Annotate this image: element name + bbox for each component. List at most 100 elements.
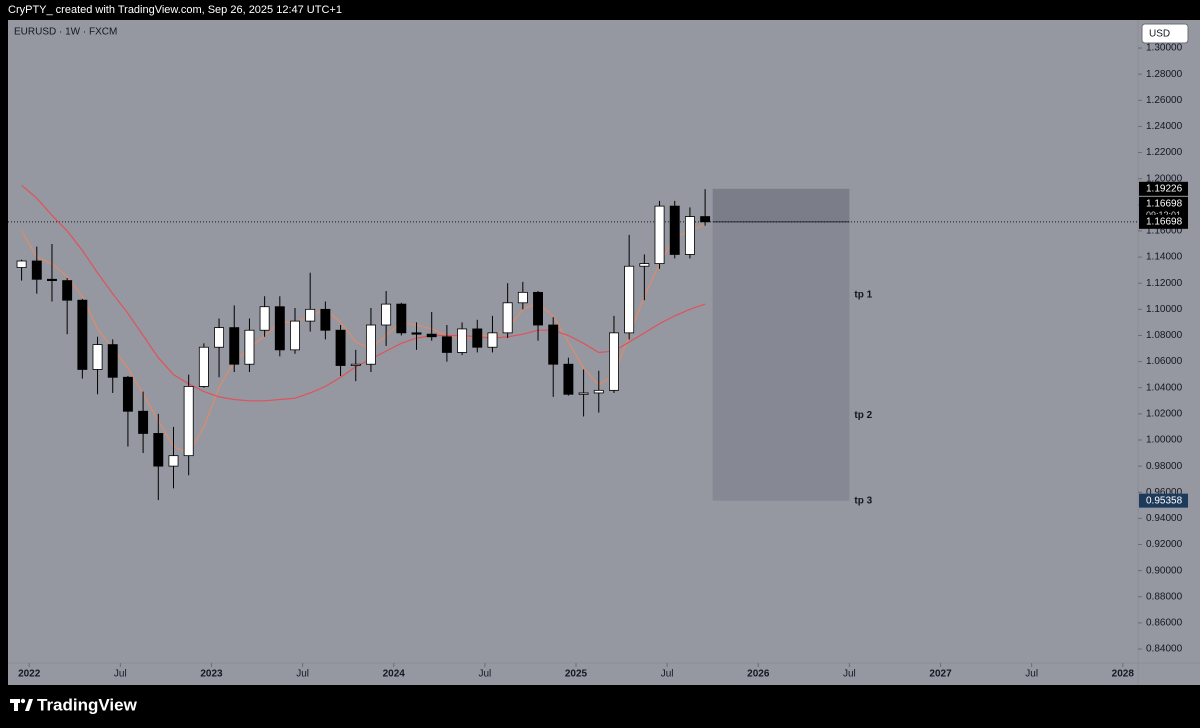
stop-price-label: 1.19226 <box>1146 183 1183 194</box>
moving-average <box>21 184 706 402</box>
candle-body <box>259 306 270 331</box>
candle-body <box>16 260 27 268</box>
candle-body <box>593 389 604 394</box>
moving-average <box>21 223 706 454</box>
x-tick-label: Jul <box>843 669 856 680</box>
candle-body <box>669 205 680 255</box>
candle-body <box>47 278 57 281</box>
x-tick-label: Jul <box>661 669 674 680</box>
candle-body <box>31 260 42 280</box>
candle-body <box>214 327 225 348</box>
candle-body <box>92 344 103 370</box>
candle-body <box>122 376 133 412</box>
candle-body <box>609 332 619 391</box>
y-tick-label: 1.26000 <box>1146 95 1183 106</box>
candle-body <box>62 280 73 301</box>
tradingview-logo <box>10 698 33 711</box>
y-tick-label: 1.14000 <box>1146 252 1183 263</box>
y-tick-label: 0.90000 <box>1146 565 1183 576</box>
target-price-label: 0.95358 <box>1146 495 1183 506</box>
candle-body <box>441 336 452 353</box>
symbol-title: EURUSD · 1W · FXCM <box>14 27 117 38</box>
candle-body <box>396 303 407 334</box>
y-tick-label: 1.02000 <box>1146 408 1183 419</box>
logo-part <box>14 699 18 711</box>
candle-body <box>654 205 665 265</box>
stop-zone <box>712 188 850 222</box>
plot-area <box>8 184 1138 501</box>
logo-part <box>20 698 26 704</box>
y-tick-label: 0.98000 <box>1146 461 1183 472</box>
candle-body <box>244 329 255 365</box>
logo-part <box>25 699 33 711</box>
y-tick-label: 1.16000 <box>1146 226 1183 237</box>
x-tick-label: Jul <box>114 669 127 680</box>
candle-body <box>548 324 559 365</box>
candle-body <box>320 308 331 331</box>
candle-body <box>305 308 316 322</box>
y-tick-label: 1.22000 <box>1146 147 1183 158</box>
x-tick-label: Jul <box>1025 669 1038 680</box>
candle-body <box>77 299 88 370</box>
y-tick-label: 1.24000 <box>1146 121 1183 132</box>
candle-body <box>411 332 422 335</box>
x-tick-label: 2023 <box>200 669 223 680</box>
candle-body <box>198 346 209 387</box>
last-price-label: 1.16698 <box>1146 198 1183 209</box>
x-tick-label: 2027 <box>929 669 952 680</box>
candle-body <box>457 328 468 353</box>
candle-body <box>138 410 149 434</box>
candle-body <box>274 306 285 351</box>
candle-body <box>381 303 392 326</box>
y-tick-label: 1.10000 <box>1146 304 1183 315</box>
y-tick-label: 0.88000 <box>1146 591 1183 602</box>
candle-body <box>290 320 300 351</box>
candle-body <box>624 265 635 334</box>
x-tick-label: 2028 <box>1112 669 1135 680</box>
target-price-label-bg <box>1139 493 1188 508</box>
y-tick-label: 0.94000 <box>1146 513 1183 524</box>
stop-price-label-bg <box>1139 181 1188 196</box>
y-tick-label: 1.04000 <box>1146 382 1183 393</box>
y-tick-label: 1.06000 <box>1146 356 1183 367</box>
target-zone <box>712 221 850 501</box>
x-tick-label: Jul <box>296 669 309 680</box>
candle-body <box>168 455 179 467</box>
candle-body <box>153 433 164 467</box>
y-tick-label: 1.00000 <box>1146 435 1183 446</box>
y-tick-label: 0.86000 <box>1146 618 1183 629</box>
candle-body <box>502 302 513 334</box>
candle-body <box>487 332 498 348</box>
candle-body <box>533 291 543 326</box>
candle-body <box>183 386 194 457</box>
y-tick-label: 1.20000 <box>1146 173 1183 184</box>
x-tick-label: 2025 <box>565 669 588 680</box>
y-tick-label: 0.92000 <box>1146 539 1183 550</box>
candle-body <box>365 324 376 365</box>
brand: TradingView <box>37 695 138 714</box>
candle-body <box>517 291 528 304</box>
annotation-label: tp 1 <box>854 290 872 301</box>
currency-box[interactable] <box>1141 23 1189 44</box>
y-tick-label: 1.12000 <box>1146 278 1183 289</box>
y-tick-label: 0.96000 <box>1146 487 1183 498</box>
x-tick-label: 2022 <box>18 669 41 680</box>
candle-body <box>684 216 695 255</box>
y-tick-label: 1.28000 <box>1146 69 1183 80</box>
entry-price-label: 1.16698 <box>1146 216 1183 227</box>
annotation-label: tp 3 <box>854 495 872 506</box>
candle-body <box>578 392 589 395</box>
x-tick-label: Jul <box>478 669 491 680</box>
candle-body <box>335 329 346 366</box>
annotation-label: tp 2 <box>854 410 872 421</box>
header-caption: CryPTY_ created with TradingView.com, Se… <box>8 4 342 16</box>
candle-body <box>700 216 711 223</box>
candle-body <box>229 327 240 365</box>
y-tick-label: 1.30000 <box>1146 43 1183 54</box>
candle-body <box>426 333 437 338</box>
candle-body <box>350 363 361 366</box>
candle-body <box>563 363 574 395</box>
candle-body <box>107 344 118 378</box>
